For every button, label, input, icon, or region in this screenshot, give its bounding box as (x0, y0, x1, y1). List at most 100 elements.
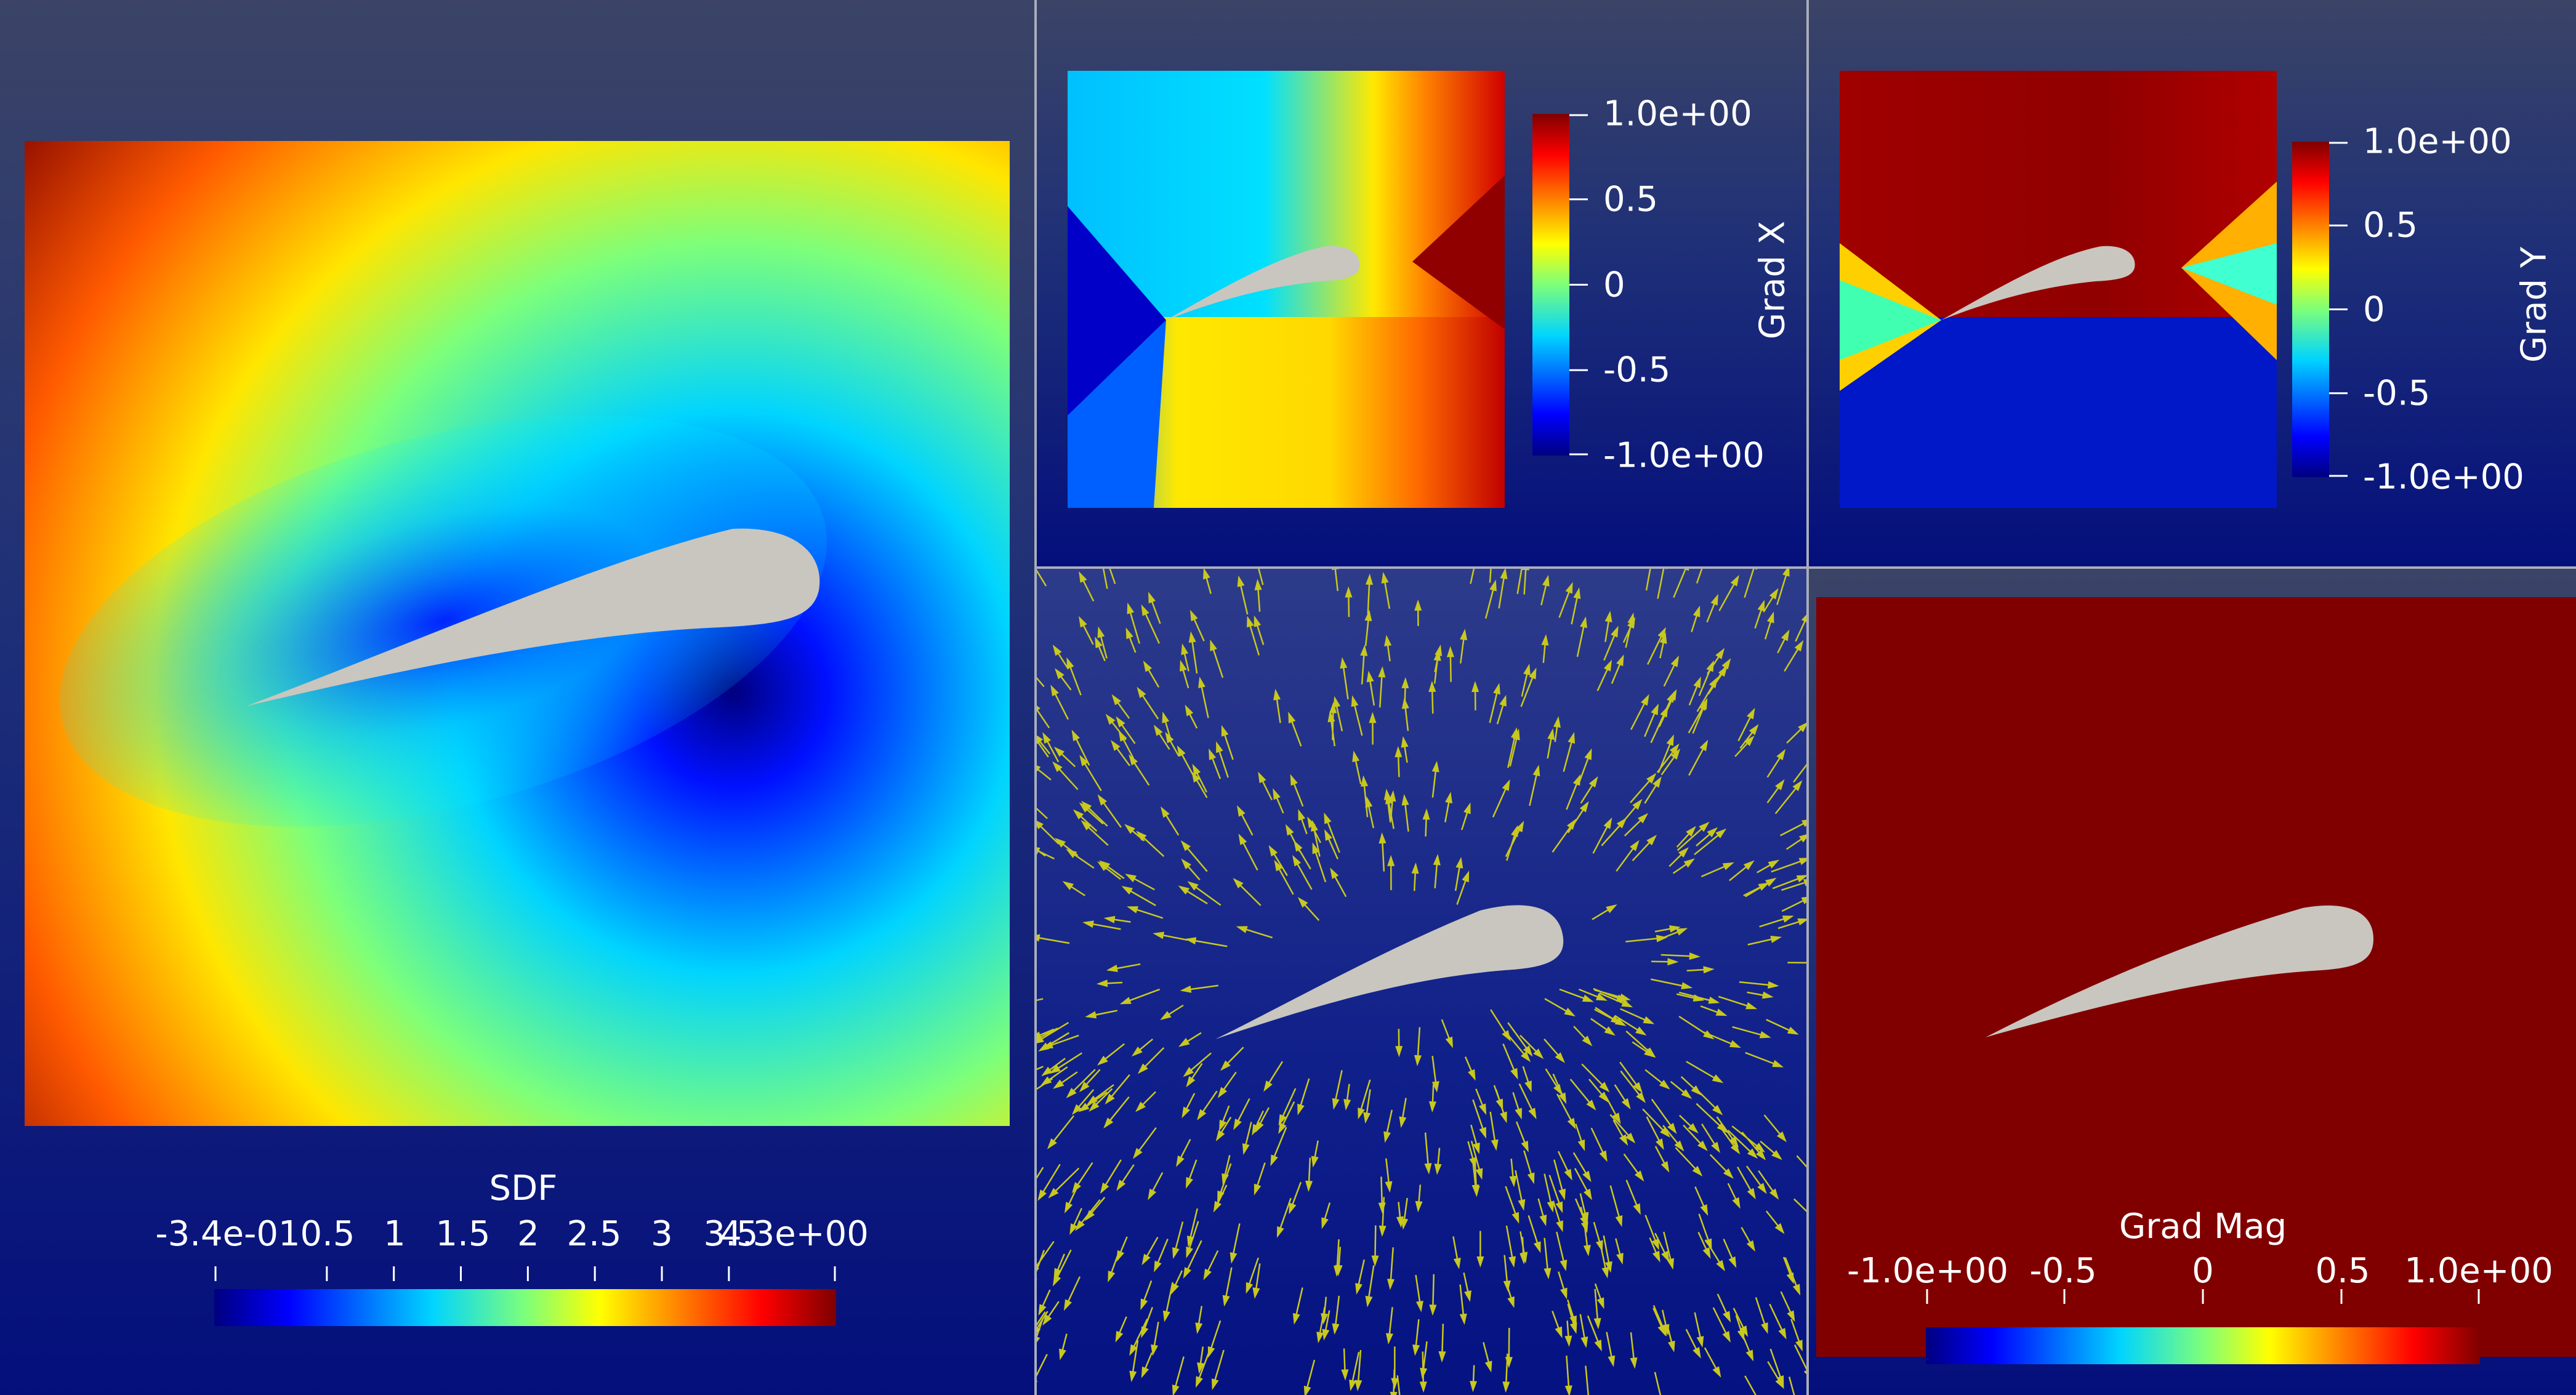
vector-arrow-head (1616, 1253, 1624, 1265)
vector-arrow-head (1510, 1067, 1518, 1080)
grad-y-left-band-inner (1840, 280, 1941, 360)
sdf-plot[interactable] (25, 141, 1010, 1126)
vector-arrow-head (1699, 739, 1709, 752)
vector-arrow-head (1340, 657, 1348, 669)
vector-arrow-head (1693, 676, 1701, 688)
vector-arrow-head (1730, 1143, 1741, 1155)
vector-arrow-head (1274, 859, 1283, 872)
vector-arrow-head (1273, 788, 1281, 800)
vector-arrow-head (1371, 1255, 1379, 1267)
vector-arrow-head (1177, 745, 1186, 757)
view-divider-horizontal[interactable] (1037, 566, 2576, 569)
vector-arrow-head (1502, 1030, 1511, 1042)
vector-arrow-head (1527, 1172, 1535, 1184)
vector-arrow-head (1052, 645, 1062, 656)
vector-arrow-head (1378, 1202, 1386, 1214)
vector-arrow-head (1712, 1104, 1723, 1116)
vector-arrow-head (1129, 1344, 1138, 1356)
grad-x-plot[interactable] (1068, 71, 1505, 508)
vector-arrow-head (1636, 1091, 1646, 1103)
vector-arrow-shaft (1037, 1066, 1044, 1071)
vector-arrow-head (1354, 1380, 1362, 1391)
grad-mag-view[interactable]: Grad Mag -1.0e+00 -0.5 0 0.5 1.0e+00 (1809, 569, 2576, 1395)
vector-arrow-head (1365, 1295, 1373, 1308)
vector-arrow-head (1745, 1349, 1754, 1362)
vector-arrow-head (1062, 881, 1074, 890)
vector-arrow-shaft (1037, 849, 1055, 860)
vector-arrow-head (1049, 1064, 1061, 1074)
vector-arrow-head (1539, 1214, 1547, 1226)
vector-arrow-head (1761, 991, 1774, 999)
vector-arrow-head (1601, 1266, 1609, 1279)
sdf-colorbar[interactable] (214, 1289, 836, 1326)
view-divider-vertical-1[interactable] (1034, 0, 1037, 1395)
vector-arrow-head (1096, 979, 1108, 987)
grad-y-colorbar[interactable] (2292, 142, 2329, 477)
vector-arrow-head (1105, 714, 1116, 725)
vector-arrow-head (1037, 821, 1044, 830)
vector-arrow-head (1579, 801, 1589, 813)
vector-arrow-head (1759, 1031, 1771, 1039)
grad-mag-colorbar[interactable] (1926, 1327, 2480, 1364)
vector-arrow-head (1668, 1340, 1675, 1353)
vector-arrow-head (1472, 1186, 1480, 1197)
vector-arrow-head (1085, 1011, 1097, 1019)
vector-arrow-head (1584, 1188, 1592, 1200)
vector-arrow-head (1541, 634, 1549, 646)
vector-arrow-head (1744, 735, 1755, 747)
vector-arrow-shaft (1334, 569, 1339, 592)
vector-arrow-head (1125, 627, 1133, 640)
vector-arrow-head (1568, 732, 1576, 744)
vector-arrow-head (1178, 1038, 1190, 1047)
airfoil-shape (1941, 246, 2135, 320)
vector-arrow-head (1052, 761, 1063, 773)
vector-arrow-head (1634, 1170, 1644, 1182)
vector-arrow-head (1691, 1085, 1702, 1096)
vector-arrow-head (1769, 1188, 1779, 1200)
vector-arrow-head (1401, 1218, 1409, 1230)
vector-arrow-head (1630, 1357, 1638, 1369)
vector-arrow-head (1786, 1272, 1794, 1284)
vector-arrow-shaft (1037, 677, 1045, 688)
grad-vectors-plot[interactable] (1037, 569, 1806, 1395)
vector-arrow-head (1616, 818, 1627, 829)
vector-arrow-head (1352, 750, 1360, 763)
vector-arrow-head (1183, 1267, 1191, 1279)
vector-arrow-shaft (1489, 569, 1492, 583)
vector-arrow-shaft (1796, 1155, 1806, 1168)
vector-arrow-head (1700, 1204, 1709, 1216)
vector-arrow-head (1203, 1268, 1212, 1280)
vector-arrow-head (1411, 862, 1419, 874)
vector-arrow-head (1222, 1295, 1230, 1307)
vector-arrow-head (1588, 776, 1598, 788)
vector-arrow-head (1079, 802, 1090, 813)
vector-arrow-head (1637, 813, 1649, 824)
vector-arrow-head (1233, 1119, 1242, 1130)
grad-vectors-view[interactable] (1037, 569, 1806, 1395)
vector-arrow-head (1037, 735, 1044, 744)
sdf-view[interactable]: SDF -3.4e-01 0.5 1 1.5 2 2.5 3 3.5 4.3e+00 (0, 0, 1034, 1395)
vector-arrow-head (1081, 820, 1092, 830)
vector-arrow-head (1544, 1268, 1552, 1280)
vector-arrow-shaft (1037, 1028, 1055, 1037)
vector-arrow-head (1048, 1188, 1059, 1199)
vector-arrow-head (1037, 1337, 1040, 1343)
vector-arrow-head (1657, 1324, 1666, 1337)
sdf-colorbar-labels: -3.4e-01 0.5 1 1.5 2 2.5 3 3.5 4.3e+00 (0, 1214, 1034, 1257)
vector-arrow-head (1395, 1046, 1403, 1058)
grad-x-view[interactable]: 1.0e+00 0.5 0 -0.5 -1.0e+00 Grad X (1037, 0, 1806, 566)
vector-arrow-shaft (1037, 936, 1070, 944)
grad-y-plot[interactable] (1840, 71, 2277, 508)
grad-x-colorbar[interactable] (1532, 114, 1569, 456)
grad-y-view[interactable]: 1.0e+00 0.5 0 -0.5 -1.0e+00 Grad Y (1809, 0, 2576, 566)
vector-arrow-head (1111, 694, 1121, 706)
grad-mag-plot[interactable] (1816, 597, 2576, 1357)
vector-arrow-shaft (1744, 569, 1755, 598)
vector-arrow-shaft (1037, 739, 1049, 758)
vector-arrow-head (1333, 696, 1341, 708)
vector-arrow-head (1180, 840, 1191, 851)
view-divider-vertical-2[interactable] (1806, 0, 1809, 1395)
vector-arrow-head (1553, 1083, 1563, 1096)
vector-arrow-head (1667, 958, 1679, 966)
vector-arrow-head (1699, 699, 1708, 711)
